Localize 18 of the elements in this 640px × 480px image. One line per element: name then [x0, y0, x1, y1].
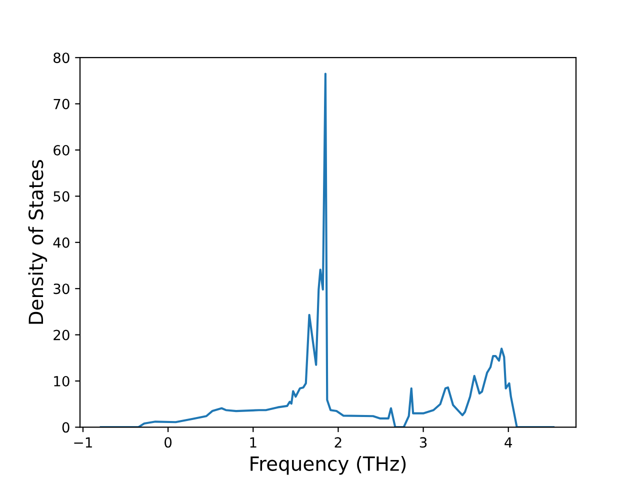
- line-series: [100, 72, 554, 428]
- x-tick-label: 4: [504, 437, 512, 448]
- y-tick-label: 20: [54, 330, 70, 340]
- x-tick-label: −1: [74, 437, 92, 448]
- y-tick-label: 10: [54, 376, 70, 386]
- x-tick-label: 2: [334, 437, 342, 448]
- y-tick-label: 0: [62, 422, 70, 433]
- x-tick-label: 3: [420, 437, 427, 448]
- x-axis-title: Frequency (THz): [250, 456, 406, 475]
- y-tick-label: 70: [54, 98, 70, 110]
- x-tick-label: 1: [250, 437, 256, 448]
- y-tick-label: 30: [54, 284, 70, 294]
- y-tick-label: 40: [53, 237, 70, 248]
- y-tick-label: 60: [54, 144, 70, 156]
- x-tick-label: 0: [164, 437, 172, 448]
- y-tick-label: 80: [54, 52, 70, 64]
- y-tick-label: 50: [54, 191, 70, 202]
- y-axis-title: Density of States: [28, 160, 48, 324]
